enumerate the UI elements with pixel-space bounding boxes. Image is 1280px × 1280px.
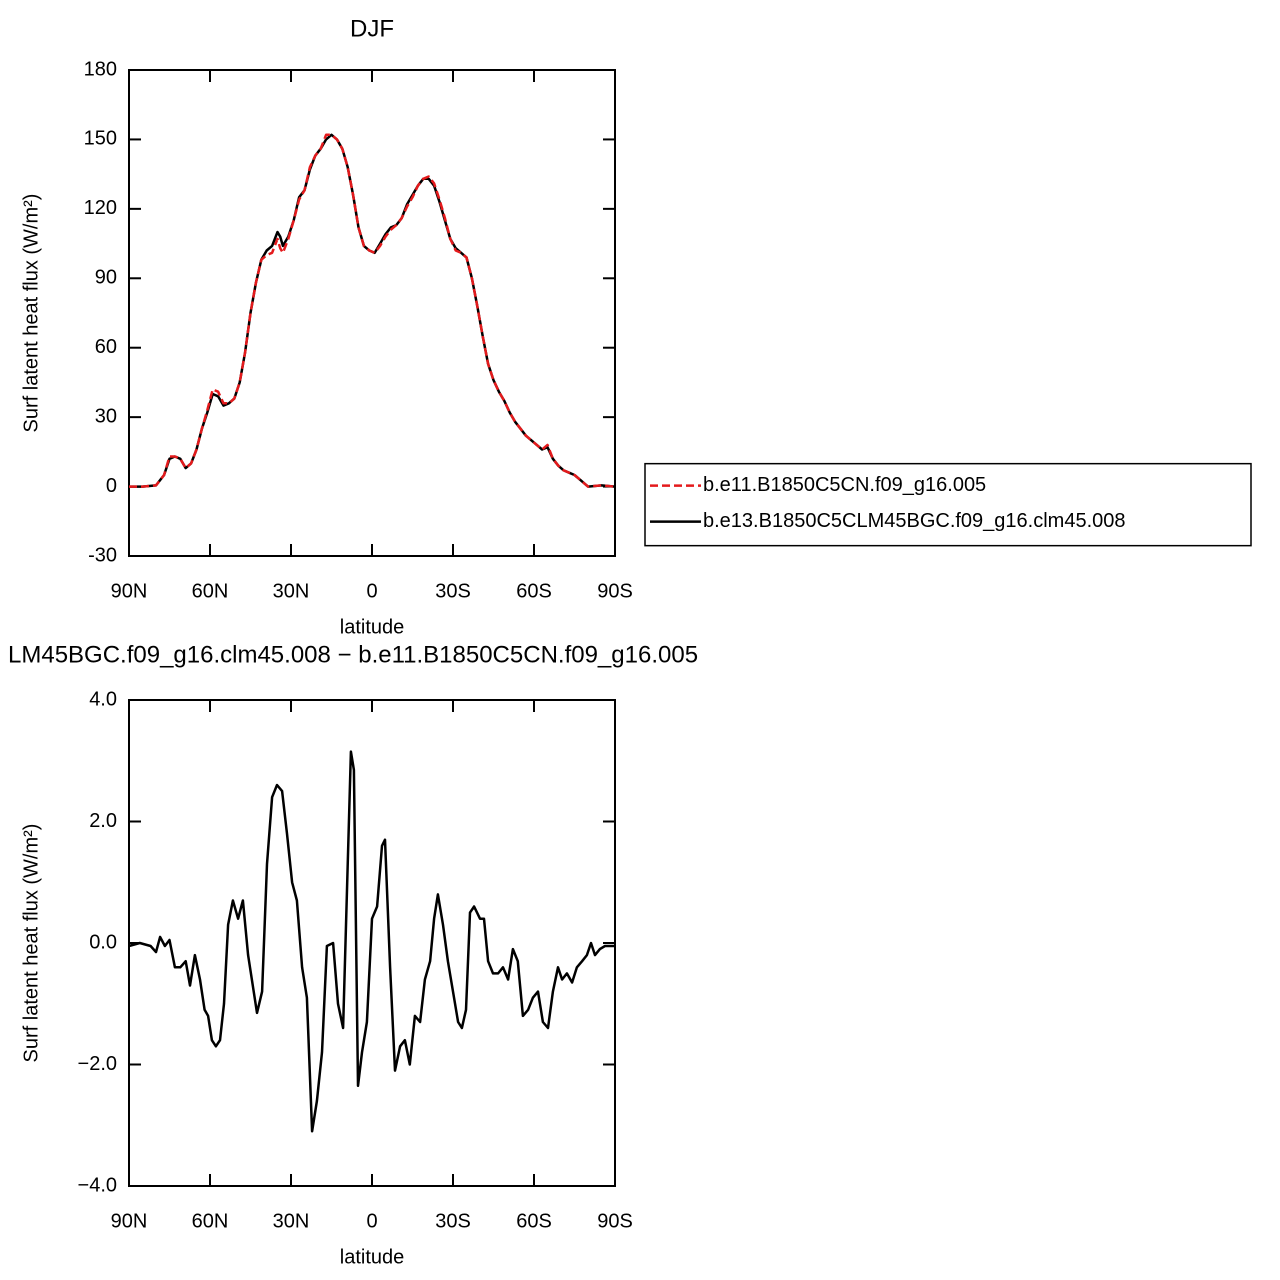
x-axis-label: latitude bbox=[340, 1246, 405, 1268]
y-tick-label: 4.0 bbox=[89, 688, 117, 710]
x-tick-label: 30N bbox=[273, 1210, 310, 1232]
x-tick-label: 30S bbox=[435, 580, 471, 602]
x-tick-label: 0 bbox=[366, 1210, 377, 1232]
y-tick-label: 90 bbox=[95, 267, 117, 289]
x-tick-label: 0 bbox=[366, 580, 377, 602]
y-tick-label: 150 bbox=[84, 128, 117, 150]
x-tick-label: 60S bbox=[516, 1210, 552, 1232]
y-tick-label: 0.0 bbox=[89, 931, 117, 953]
x-tick-label: 60N bbox=[192, 1210, 229, 1232]
data-line bbox=[129, 133, 616, 488]
y-tick-label: 0 bbox=[106, 475, 117, 497]
y-tick-label: 180 bbox=[84, 58, 117, 80]
x-tick-label: 60N bbox=[192, 580, 229, 602]
x-tick-label: 60S bbox=[516, 580, 552, 602]
legend-box bbox=[644, 462, 1252, 547]
y-tick-label: 60 bbox=[95, 336, 117, 358]
x-tick-label: 30N bbox=[273, 580, 310, 602]
y-tick-label: −2.0 bbox=[78, 1053, 117, 1075]
data-line bbox=[129, 133, 616, 488]
y-tick-label: −4.0 bbox=[78, 1174, 117, 1196]
legend-label: b.e11.B1850C5CN.f09_g16.005 bbox=[703, 474, 986, 496]
y-tick-label: 30 bbox=[95, 405, 117, 427]
legend-label: b.e13.B1850C5CLM45BGC.f09_g16.clm45.008 bbox=[703, 510, 1126, 532]
y-tick-label: 120 bbox=[84, 197, 117, 219]
x-tick-label: 90S bbox=[597, 580, 633, 602]
x-tick-label: 30S bbox=[435, 1210, 471, 1232]
chart-title: DJF bbox=[350, 15, 394, 42]
x-tick-label: 90N bbox=[111, 1210, 148, 1232]
x-tick-label: 90S bbox=[597, 1210, 633, 1232]
data-line bbox=[128, 750, 615, 1133]
chart-title: LM45BGC.f09_g16.clm45.008 − b.e11.B1850C… bbox=[8, 641, 698, 668]
x-axis-label: latitude bbox=[340, 616, 405, 638]
plot-frame bbox=[128, 69, 616, 557]
y-axis-label: Surf latent heat flux (W/m²) bbox=[20, 824, 42, 1063]
y-tick-label: 2.0 bbox=[89, 810, 117, 832]
y-axis-label: Surf latent heat flux (W/m²) bbox=[20, 194, 42, 433]
x-tick-label: 90N bbox=[111, 580, 148, 602]
y-tick-label: -30 bbox=[88, 544, 117, 566]
